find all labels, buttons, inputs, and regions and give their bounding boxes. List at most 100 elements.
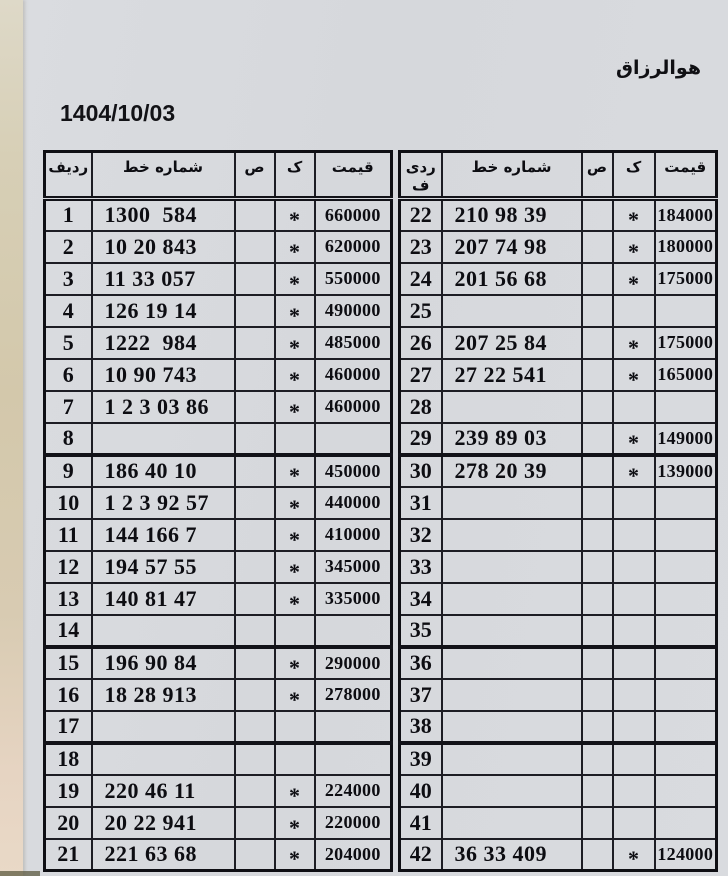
sad-cell (580, 709, 614, 744)
kaf-mark-cell: * (611, 421, 656, 456)
table-row: 13 140 81 47 * 335000 (43, 581, 393, 616)
table-row: 31 (398, 485, 718, 520)
table-row: 2 10 20 843 * 620000 (43, 229, 393, 264)
line-number-cell-value: 196 90 84 (104, 650, 197, 676)
row-number-cell-value: 9 (62, 458, 74, 484)
kaf-mark-cell (273, 709, 316, 744)
table-row: 32 (398, 517, 718, 552)
row-number-cell-value: 29 (409, 425, 432, 450)
price-cell (653, 517, 718, 552)
col-header-row-number: ردیف (43, 150, 93, 201)
row-number-cell: 19 (43, 773, 93, 808)
kaf-mark-cell (611, 677, 656, 712)
line-number-cell-value: 207 74 98 (454, 233, 547, 259)
price-cell: 485000 (313, 325, 393, 360)
price-cell-value: 290000 (324, 652, 381, 673)
kaf-mark-cell (273, 613, 316, 648)
sad-cell (580, 421, 614, 456)
row-number-cell-value: 20 (57, 809, 80, 835)
asterisk-mark: * (289, 302, 300, 327)
asterisk-mark: * (289, 655, 300, 679)
price-cell: 290000 (313, 644, 393, 680)
row-number-cell-value: 36 (409, 650, 432, 676)
asterisk-mark: * (289, 558, 300, 583)
table-row: 20 20 22 941 * 220000 (43, 805, 393, 840)
price-cell: 620000 (313, 229, 393, 264)
row-number-cell: 40 (398, 773, 443, 808)
row-number-cell: 8 (43, 421, 93, 456)
line-number-cell (440, 485, 583, 520)
table-row: 35 (398, 613, 718, 648)
row-number-cell: 22 (398, 197, 443, 232)
table-body-left: 1 1300 584 * 660000 2 10 20 843 * 620000 3 11 33 … (43, 197, 393, 872)
price-cell: 139000 (653, 452, 718, 488)
row-number-cell: 24 (398, 261, 443, 296)
line-number-cell-value: 27 22 541 (454, 361, 547, 387)
row-number-cell-value: 17 (57, 713, 80, 738)
price-cell (313, 421, 393, 456)
table-row: 16 18 28 913 * 278000 (43, 677, 393, 712)
line-number-cell-value: 140 81 47 (104, 585, 197, 611)
line-number-cell-value: 18 28 913 (104, 681, 197, 707)
row-number-cell-value: 30 (409, 458, 432, 484)
row-number-cell: 14 (43, 613, 93, 648)
kaf-mark-cell: * (611, 452, 656, 488)
line-number-cell-value: 221 63 68 (104, 841, 197, 867)
price-cell (313, 613, 393, 648)
table-row: 39 (398, 740, 718, 776)
sad-cell (233, 805, 276, 840)
line-number-cell: 1 2 3 03 86 (90, 389, 236, 424)
sad-cell (233, 293, 276, 328)
row-number-cell: 4 (43, 293, 93, 328)
table-row: 29 239 89 03 * 149000 (398, 421, 718, 456)
price-cell: 335000 (313, 581, 393, 616)
row-number-cell: 6 (43, 357, 93, 392)
table-row: 28 (398, 389, 718, 424)
line-number-cell: 10 90 743 (90, 357, 236, 392)
line-number-cell (440, 644, 583, 680)
price-cell: 345000 (313, 549, 393, 584)
row-number-cell: 13 (43, 581, 93, 616)
row-number-cell-value: 19 (57, 777, 80, 803)
row-number-cell-value: 2 (62, 233, 74, 259)
row-number-cell: 36 (398, 644, 443, 680)
price-cell-value: 278000 (324, 684, 381, 704)
price-cell: 550000 (313, 261, 393, 296)
sad-cell (233, 517, 276, 552)
kaf-mark-cell (273, 740, 316, 776)
row-number-cell-value: 34 (409, 585, 432, 611)
table-row: 10 1 2 3 92 57 * 440000 (43, 485, 393, 520)
asterisk-mark: * (289, 846, 300, 871)
line-number-cell: 1300 584 (90, 197, 236, 232)
price-cell (653, 709, 718, 744)
sad-cell (580, 581, 614, 616)
asterisk-mark: * (628, 207, 639, 231)
row-number-cell: 33 (398, 549, 443, 584)
price-cell: 450000 (313, 452, 393, 488)
price-cell-value: 165000 (657, 364, 714, 384)
asterisk-mark: * (289, 494, 300, 519)
kaf-mark-cell (611, 517, 656, 552)
kaf-mark-cell: * (273, 517, 316, 552)
sad-cell (580, 357, 614, 392)
kaf-mark-cell: * (611, 197, 656, 232)
kaf-mark-cell: * (611, 261, 656, 296)
row-number-cell-value: 33 (409, 553, 432, 579)
row-number-cell: 38 (398, 709, 443, 744)
kaf-mark-cell: * (273, 581, 316, 616)
line-number-cell: 221 63 68 (90, 837, 236, 872)
table-row: 15 196 90 84 * 290000 (43, 644, 393, 680)
line-number-cell: 196 90 84 (90, 644, 236, 680)
line-number-cell-value: 207 25 84 (454, 329, 547, 355)
line-number-cell-value: 20 22 941 (104, 809, 197, 835)
line-number-cell: 210 98 39 (440, 197, 583, 232)
kaf-mark-cell (273, 421, 316, 456)
line-number-cell (440, 293, 583, 328)
kaf-mark-cell: * (273, 197, 316, 232)
row-number-cell: 27 (398, 357, 443, 392)
row-number-cell: 23 (398, 229, 443, 264)
asterisk-mark: * (628, 270, 639, 295)
sad-cell (233, 677, 276, 712)
price-cell: 175000 (653, 261, 718, 296)
bismillah-text: هوالرزاق (616, 57, 701, 79)
